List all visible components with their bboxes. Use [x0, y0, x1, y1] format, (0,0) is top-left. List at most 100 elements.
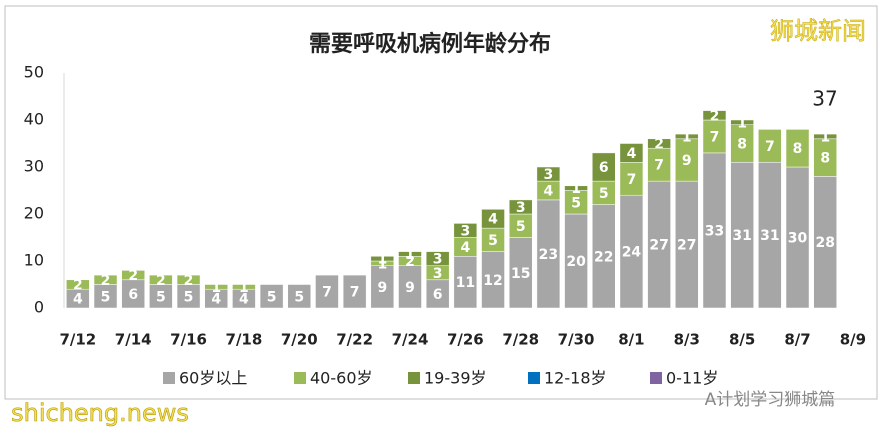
legend-label: 0-11岁: [666, 369, 718, 388]
bar-segment: [730, 119, 754, 125]
data-label: 9: [377, 280, 387, 296]
x-tick-label: 7/24: [392, 331, 429, 349]
x-tick-label: 7/16: [170, 331, 207, 349]
bar-segment: [232, 284, 256, 290]
y-tick-label: 50: [24, 63, 44, 82]
data-label: 31: [760, 228, 779, 244]
data-label: 5: [516, 219, 526, 235]
data-label: 2: [184, 273, 194, 289]
data-label: 3: [544, 167, 554, 183]
data-label: 1: [820, 129, 830, 145]
data-label: 2: [73, 278, 83, 294]
data-label: 7: [627, 172, 637, 188]
data-label: 3: [516, 200, 526, 216]
y-tick-label: 30: [24, 157, 44, 176]
legend-swatch: [528, 372, 540, 384]
data-label: 33: [705, 223, 724, 239]
data-label: 3: [433, 252, 443, 268]
data-label: 22: [594, 249, 613, 265]
y-tick-label: 10: [24, 251, 44, 270]
data-label: 8: [793, 141, 803, 157]
watermark: A计划学习狮城篇: [705, 390, 836, 410]
data-label: 23: [539, 247, 558, 263]
data-label: 1: [737, 115, 747, 131]
data-label: 27: [649, 238, 668, 254]
data-label: 7: [654, 158, 664, 174]
data-label: 4: [239, 292, 249, 308]
bar-segment: [121, 270, 145, 281]
data-label: 1: [405, 247, 415, 263]
watermark: shicheng.news: [11, 399, 189, 427]
bar-segment: [508, 199, 533, 215]
data-label: 28: [815, 235, 834, 251]
bar-segment: [592, 152, 616, 182]
bar-segment: [66, 279, 90, 290]
data-label: 6: [599, 160, 609, 176]
bar-segment: [149, 274, 173, 285]
legend-label: 60岁以上: [179, 369, 247, 388]
bar-segment: [176, 274, 201, 285]
data-label: 8: [820, 151, 830, 167]
x-tick-label: 8/7: [784, 331, 810, 349]
bar-segment: [342, 274, 367, 309]
bar-segment: [453, 223, 478, 238]
data-label: 5: [571, 195, 581, 211]
x-tick-label: 8/9: [840, 331, 866, 349]
data-label: 1: [571, 181, 581, 197]
legend-swatch: [163, 372, 175, 384]
data-label: 7: [322, 285, 332, 301]
x-tick-label: 7/22: [336, 331, 373, 349]
data-label: 1: [239, 280, 249, 296]
bar-segment: [702, 110, 727, 121]
annotation: 37: [812, 87, 837, 111]
bar-segment: [287, 284, 312, 309]
bar-segment: [481, 209, 505, 229]
y-tick-label: 0: [34, 298, 44, 317]
data-label: 4: [211, 292, 221, 308]
data-label: 1: [682, 129, 692, 145]
x-tick-label: 8/1: [618, 331, 644, 349]
x-tick-label: 7/30: [558, 331, 595, 349]
data-label: 5: [184, 289, 194, 305]
data-label: 7: [350, 285, 360, 301]
legend-label: 12-18岁: [544, 369, 607, 388]
data-label: 3: [433, 266, 443, 282]
data-label: 11: [456, 275, 475, 291]
bar-segment: [204, 284, 228, 290]
bar-segment: [536, 166, 561, 182]
data-label: 2: [405, 254, 415, 270]
data-label: 12: [483, 273, 502, 289]
bar-segment: [758, 129, 782, 163]
x-tick-label: 7/28: [502, 331, 539, 349]
x-tick-label: 7/18: [226, 331, 263, 349]
x-tick-label: 8/3: [674, 331, 700, 349]
data-label: 5: [101, 289, 111, 305]
bar-segment: [813, 133, 837, 140]
x-tick-label: 7/12: [59, 331, 96, 349]
x-tick-label: 7/26: [447, 331, 484, 349]
legend-swatch: [408, 372, 420, 384]
y-tick-label: 20: [24, 204, 44, 223]
data-label: 24: [622, 245, 642, 261]
data-label: 2: [710, 108, 720, 124]
chart-title: 需要呼吸机病例年龄分布: [309, 31, 551, 57]
data-label: 1: [211, 280, 221, 296]
bar-segment: [675, 133, 699, 140]
data-label: 9: [405, 280, 415, 296]
data-label: 3: [460, 223, 470, 239]
data-label: 20: [566, 254, 586, 270]
legend-swatch: [650, 372, 662, 384]
bar-segment: [398, 251, 422, 257]
data-label: 6: [433, 287, 443, 303]
data-label: 2: [156, 273, 166, 289]
data-label: 2: [128, 268, 138, 284]
bar-segment: [425, 251, 450, 266]
data-label: 2: [654, 137, 664, 153]
legend-swatch: [294, 372, 306, 384]
legend-label: 40-60岁: [310, 369, 373, 388]
bar-segment: [93, 274, 118, 285]
x-tick-label: 7/14: [115, 331, 152, 349]
data-label: 5: [156, 289, 166, 305]
data-label: 8: [737, 137, 747, 153]
